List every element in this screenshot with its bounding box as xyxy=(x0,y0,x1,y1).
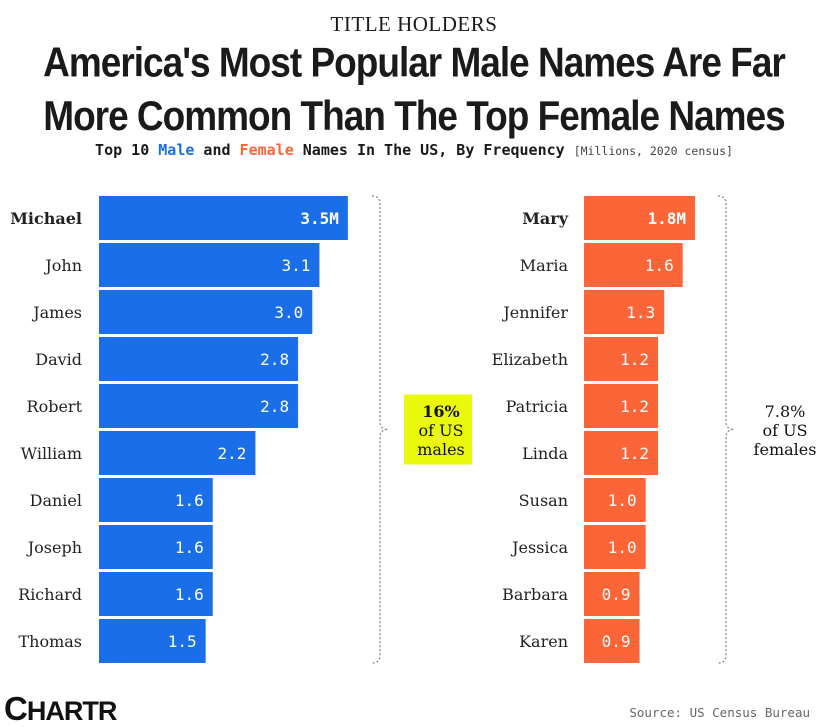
male-share-annotation: 16% xyxy=(422,402,459,421)
female-value-label: 1.3 xyxy=(626,303,655,322)
female-bar xyxy=(584,196,696,240)
male-value-label: 1.5 xyxy=(168,632,197,651)
male-bar xyxy=(99,196,348,240)
chart-title: America's Most Popular Male Names Are Fa… xyxy=(0,36,828,144)
female-value-label: 1.0 xyxy=(608,538,637,557)
subtitle-female-word: Female xyxy=(239,141,294,159)
female-value-label: 1.8M xyxy=(648,209,687,228)
female-value-label: 1.2 xyxy=(620,397,649,416)
male-name-label: James xyxy=(31,303,82,322)
male-share-annotation: of US xyxy=(418,421,463,440)
male-value-label: 3.1 xyxy=(282,256,311,275)
female-share-annotation: of US xyxy=(762,421,807,440)
source-note: Source: US Census Bureau xyxy=(629,705,810,720)
female-name-label: Jessica xyxy=(510,538,568,557)
title-line-1: America's Most Popular Male Names Are Fa… xyxy=(43,39,786,86)
male-bar xyxy=(99,384,299,428)
female-value-label: 1.2 xyxy=(620,444,649,463)
female-bar xyxy=(584,337,659,381)
subtitle-unit: [Millions, 2020 census] xyxy=(573,144,733,158)
logo-rest: HARTR xyxy=(26,696,117,726)
male-name-label: David xyxy=(35,350,82,369)
female-name-label: Karen xyxy=(519,632,568,651)
male-value-label: 1.6 xyxy=(175,491,204,510)
male-brace xyxy=(371,195,389,664)
male-value-label: 3.5M xyxy=(300,209,339,228)
female-share-annotation: females xyxy=(754,440,817,459)
male-value-label: 3.0 xyxy=(274,303,303,322)
male-name-label: Robert xyxy=(27,397,83,416)
subtitle-post: Names In The US, By Frequency xyxy=(293,141,574,159)
female-bar xyxy=(584,525,646,569)
male-name-label: Michael xyxy=(10,209,82,228)
female-name-label: Susan xyxy=(519,491,568,510)
female-bar xyxy=(584,290,665,334)
female-value-label: 0.9 xyxy=(602,585,631,604)
kicker: TITLE HOLDERS xyxy=(330,12,498,36)
chartr-logo: CHARTR xyxy=(4,690,117,728)
male-bar xyxy=(99,243,320,287)
logo-initial: C xyxy=(4,690,28,727)
female-name-label: Jennifer xyxy=(501,303,568,322)
male-bar xyxy=(99,290,313,334)
male-name-label: John xyxy=(43,256,82,275)
female-bar xyxy=(584,572,640,616)
male-share-annotation: males xyxy=(417,440,465,459)
female-brace xyxy=(717,195,735,664)
female-value-label: 0.9 xyxy=(602,632,631,651)
female-value-label: 1.2 xyxy=(620,350,649,369)
male-value-label: 2.2 xyxy=(218,444,247,463)
male-name-label: Richard xyxy=(18,585,82,604)
female-name-label: Patricia xyxy=(506,397,569,416)
female-bar xyxy=(584,478,646,522)
male-value-label: 1.6 xyxy=(175,538,204,557)
male-value-label: 1.6 xyxy=(175,585,204,604)
female-name-label: Elizabeth xyxy=(492,350,568,369)
male-bar xyxy=(99,478,213,522)
bar-charts: Michael 3.5M John 3.1 James 3.0 David 2.8 Robert… xyxy=(10,195,817,664)
male-name-label: William xyxy=(21,444,82,463)
female-name-label: Barbara xyxy=(502,585,568,604)
male-name-label: Thomas xyxy=(18,632,82,651)
female-bar xyxy=(584,243,683,287)
male-value-label: 2.8 xyxy=(260,397,289,416)
title-line-2: More Common Than The Top Female Names xyxy=(43,93,785,140)
male-bar xyxy=(99,337,299,381)
female-bar xyxy=(584,384,659,428)
female-value-label: 1.6 xyxy=(645,256,674,275)
male-name-label: Daniel xyxy=(30,491,82,510)
male-value-label: 2.8 xyxy=(260,350,289,369)
male-bar xyxy=(99,431,256,475)
chart-subtitle: Top 10 Male and Female Names In The US, … xyxy=(0,141,828,159)
female-name-label: Maria xyxy=(520,256,569,275)
female-name-label: Linda xyxy=(522,444,568,463)
male-bar xyxy=(99,619,206,663)
male-bar xyxy=(99,525,213,569)
female-bar xyxy=(584,431,659,475)
male-name-label: Joseph xyxy=(26,538,82,557)
subtitle-male-word: Male xyxy=(158,141,195,159)
female-name-label: Mary xyxy=(522,209,569,228)
male-share-highlight xyxy=(404,394,472,465)
female-share-annotation: 7.8% xyxy=(765,402,806,421)
male-bar xyxy=(99,572,213,616)
subtitle-mid: and xyxy=(194,141,240,159)
subtitle-pre: Top 10 xyxy=(95,141,159,159)
female-bar xyxy=(584,619,640,663)
female-value-label: 1.0 xyxy=(608,491,637,510)
